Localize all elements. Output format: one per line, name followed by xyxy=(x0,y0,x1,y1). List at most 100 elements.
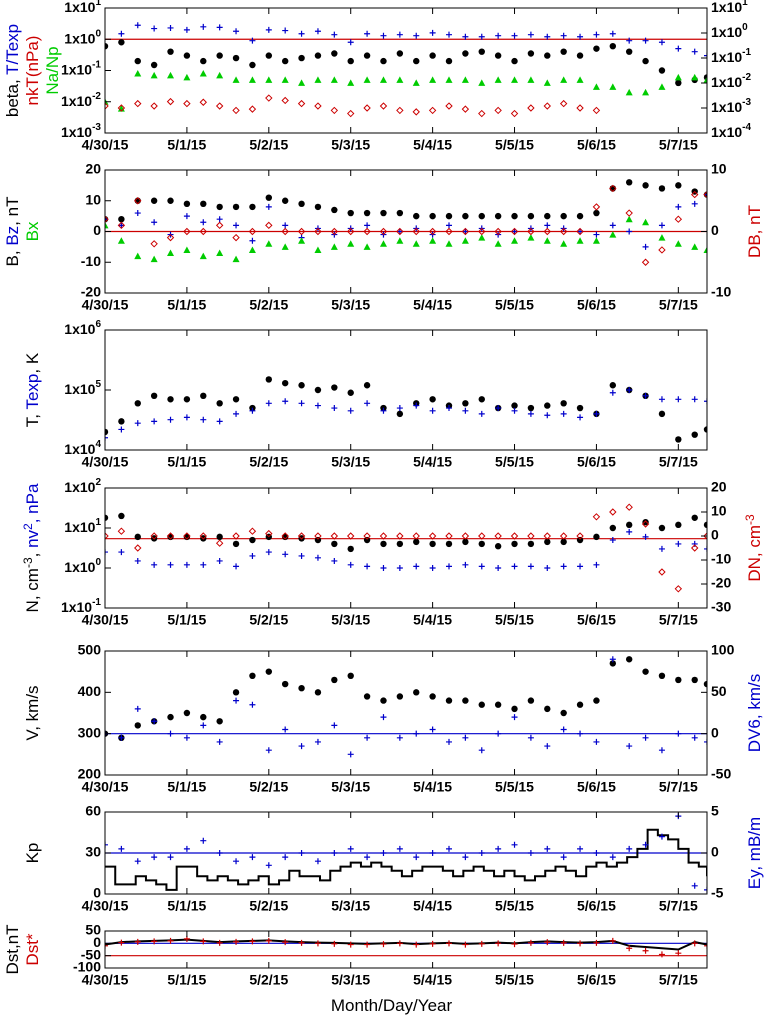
series-0-point-7 xyxy=(216,400,223,407)
series-0-point-17 xyxy=(380,209,387,217)
series-1-point-9 xyxy=(249,61,256,69)
x-tick-label-3: 5/3/15 xyxy=(331,779,370,795)
x-tick-label-2: 5/2/15 xyxy=(249,297,288,313)
series-0-point-29 xyxy=(576,701,584,708)
x-tick-label-3: 5/3/15 xyxy=(331,972,370,988)
series-1-point-29 xyxy=(577,563,584,570)
series-1-point-9 xyxy=(249,938,256,945)
series-0-point-22 xyxy=(462,400,469,407)
series-1-point-29 xyxy=(577,845,584,852)
series-1-point-22 xyxy=(462,854,469,861)
series-0-point-1 xyxy=(118,30,125,37)
series-3-point-9 xyxy=(248,227,257,236)
series-2-point-31 xyxy=(609,508,617,516)
x-tick-label-6: 5/6/15 xyxy=(577,297,616,313)
series-0-point-25 xyxy=(511,212,518,220)
plot-frame xyxy=(104,7,708,134)
series-2-point-22 xyxy=(461,76,469,83)
series-0-point-17 xyxy=(380,32,387,39)
series-0-point-15 xyxy=(347,209,354,217)
y-tick-label-1: -50 xyxy=(81,946,101,962)
series-1-point-12 xyxy=(298,850,305,856)
series-1-point-7 xyxy=(216,557,223,564)
series-3-point-29 xyxy=(576,104,584,112)
panel-3: 4/30/15 5/1/15 5/2/15 5/3/15 5/4/15 5/5/15 5/6… xyxy=(23,319,708,470)
series-2-point-4 xyxy=(167,71,175,79)
series-2-point-31 xyxy=(609,83,617,90)
y-tick-label-0-exp: 4 xyxy=(95,439,101,450)
series-1-point-33 xyxy=(642,841,649,848)
right-tick-label-0: 1x10-4 xyxy=(711,122,751,140)
series-1-point-31 xyxy=(609,937,616,944)
series-0-point-5 xyxy=(183,396,191,403)
series-1-point-33 xyxy=(642,734,649,741)
series-1-point-21 xyxy=(445,57,453,65)
right-tick-label-1: 1x10-3 xyxy=(711,97,751,115)
series-1-point-30 xyxy=(593,738,600,745)
x-tick-label-2: 5/2/15 xyxy=(249,972,288,988)
series-1-point-25 xyxy=(511,714,518,721)
y-tick-label-1: 300 xyxy=(78,724,102,740)
series-1-point-16 xyxy=(364,854,371,861)
series-1-point-16 xyxy=(364,734,371,741)
series-1-point-9 xyxy=(249,407,256,414)
series-1-point-20 xyxy=(429,407,436,414)
series-2-point-9 xyxy=(248,527,257,535)
series-0-line xyxy=(105,938,707,951)
series-1-point-32 xyxy=(626,845,633,852)
y-axis-label-0-part-2: , nT xyxy=(3,197,22,226)
series-1-point-34 xyxy=(658,222,665,229)
y-axis-label-1: Dst* xyxy=(23,933,42,966)
series-0-point-13 xyxy=(314,689,322,696)
series-0-point-10 xyxy=(265,194,273,201)
series-1-point-27 xyxy=(544,222,551,229)
series-0-point-30 xyxy=(593,533,600,541)
series-0-point-6 xyxy=(200,23,207,30)
series-3-point-0 xyxy=(105,215,109,223)
right-axis-label-0-part-1: -3 xyxy=(743,514,757,525)
series-1-point-6 xyxy=(200,561,207,568)
y-tick-label-2: 60 xyxy=(85,803,101,819)
series-1-point-26 xyxy=(527,410,534,417)
series-0-point-28 xyxy=(560,212,567,220)
series-0-point-8 xyxy=(232,540,240,548)
series-3-point-5 xyxy=(183,99,191,108)
series-0-point-10 xyxy=(265,26,272,33)
right-tick-label-0: -5 xyxy=(711,885,724,901)
series-0-point-18 xyxy=(396,410,404,418)
series-0-point-23 xyxy=(478,701,485,708)
x-tick-label-1: 5/1/15 xyxy=(167,297,206,313)
series-1-point-37 xyxy=(704,398,707,405)
series-0-point-11 xyxy=(281,379,289,387)
y-axis-label-0: T, Texp, K xyxy=(23,352,42,427)
series-3-point-26 xyxy=(527,104,535,112)
series-0-point-35 xyxy=(675,182,682,189)
series-0-point-1 xyxy=(118,216,125,223)
series-0-point-20 xyxy=(429,396,436,403)
series-0-point-14 xyxy=(331,676,338,684)
series-1-point-11 xyxy=(282,726,289,733)
series-1-point-3 xyxy=(151,938,158,945)
plot-frame xyxy=(104,487,708,609)
series-1-point-17 xyxy=(380,565,387,571)
series-2-point-28 xyxy=(559,532,568,540)
series-0-point-31 xyxy=(609,30,616,37)
y-tick-label-1-exp: 0 xyxy=(95,557,101,568)
series-2-point-20 xyxy=(429,76,437,83)
y-axis-label-0-part-2: , xyxy=(23,548,42,557)
series-0-point-26 xyxy=(527,31,534,38)
series-0-point-17 xyxy=(380,540,387,548)
series-1-point-15 xyxy=(347,407,354,414)
series-2-point-13 xyxy=(314,76,322,83)
series-0-point-5 xyxy=(183,26,190,33)
series-0-point-36 xyxy=(691,48,698,55)
series-0-point-15 xyxy=(347,389,354,396)
series-0-point-7 xyxy=(216,24,223,31)
series-2-point-5 xyxy=(183,246,191,253)
series-2-point-36 xyxy=(691,243,699,250)
y-tick-label-3: 10 xyxy=(85,191,101,207)
y-tick-label-0: 0 xyxy=(93,885,101,901)
x-tick-label-6: 5/6/15 xyxy=(577,972,616,988)
series-2-point-25 xyxy=(510,532,519,540)
x-tick-label-4: 5/4/15 xyxy=(413,972,452,988)
